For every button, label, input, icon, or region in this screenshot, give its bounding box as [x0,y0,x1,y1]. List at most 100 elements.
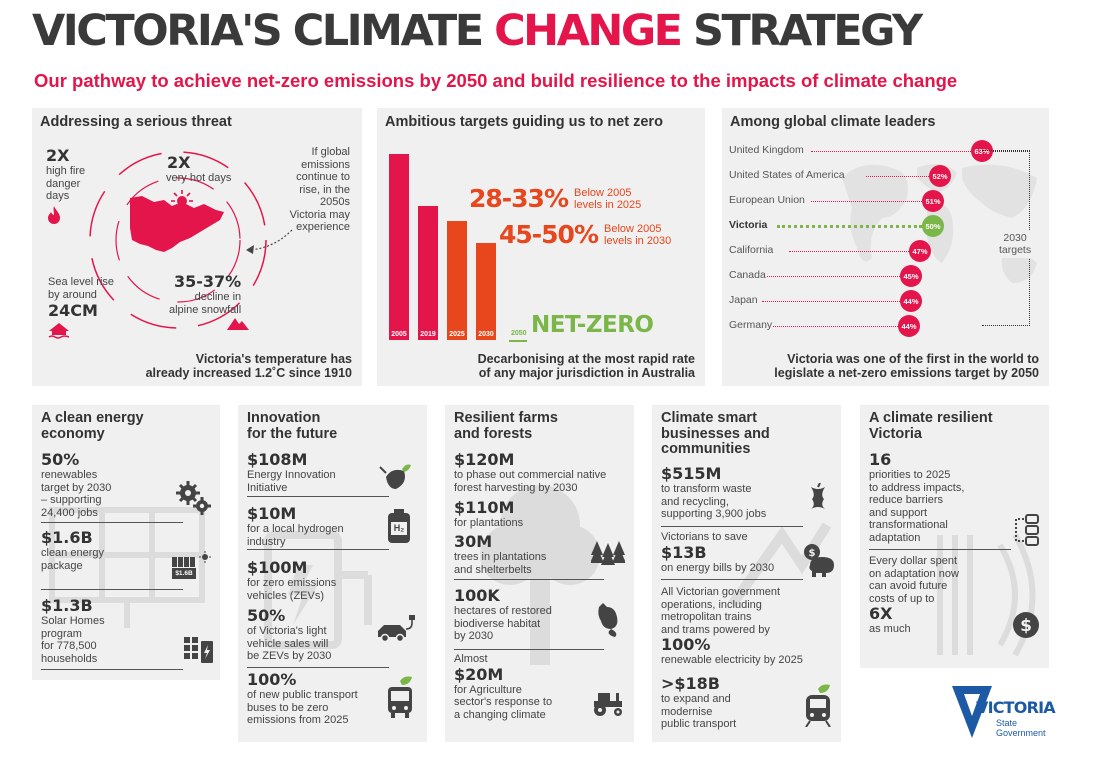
energy-divider-3 [41,669,183,670]
resilient-value-1: 16 [869,450,892,469]
innovation-text-3-2: vehicles (ZEVs) [247,589,325,602]
logo-line-2: Government [996,728,1046,738]
innovation-item-zev: $100M for zero emissions vehicles (ZEVs) [247,559,336,602]
farms-text-4-2: biodiverse habitat [454,617,541,630]
context-text: If global emissions continue to rise, in… [290,146,350,234]
target-2025-text-1: Below 2005 [574,186,632,199]
leaders-panel: Among global climate leaders United King… [722,108,1049,386]
innovation-item-buses: 100% of new public transport buses to be… [247,671,358,727]
business-title-1: Climate smart [661,410,757,426]
battery-icon [184,637,213,663]
energy-value-1: 50% [41,450,80,469]
farms-value-2: $110M [454,498,515,517]
business-panel: Climate smart businesses and communities $… [652,405,841,742]
svg-text:$: $ [809,548,816,559]
tractor-icon [594,693,622,716]
farms-text-5-3: a changing climate [454,708,546,721]
logo-line-1: State [996,718,1018,728]
farms-item-plantations: $110M for plantations [454,499,523,530]
target-bubble: 45% [900,265,922,287]
target-2030: 45-50% Below 2005 levels in 2030 [499,220,671,249]
snow-text-2: alpine snowfall [169,303,242,316]
snow-value: 35-37% [173,272,242,291]
leader-line [811,201,922,202]
innovation-text-5-1: of new public transport [247,689,358,701]
farms-value-5: $20M [454,664,504,684]
innovation-title-1: Innovation [247,410,321,426]
resilient-prefix-2-1: Every dollar spent [869,555,958,567]
sea-text-1: Sea level rise [48,276,115,288]
resilient-title-2: Victoria [869,425,922,442]
innovation-text-5-2: buses to be zero [247,701,329,714]
leaders-footer-2: legislate a net-zero emissions target by… [774,366,1039,380]
target-bubble: 52% [929,165,951,187]
farms-text-4-3: by 2030 [454,630,494,642]
energy-panel: A clean energy economy 50% renewables tar… [32,405,220,680]
energy-divider-1 [41,522,183,523]
innovation-text-1-1: Energy Innovation [247,469,336,481]
farms-divider-2 [454,649,604,650]
energy-text-3-2: program [41,627,82,640]
target-bubble: 44% [900,290,922,312]
resilient-prefix-2-2: on adaptation now [869,567,959,580]
innovation-title: Innovation for the future [247,410,337,442]
farms-divider-1 [454,579,604,580]
target-bubble: 51% [922,190,944,212]
threat-footer-1: Victoria's temperature has [195,352,352,366]
energy-text-1-1: renewables [41,469,98,481]
bar-2030: 2030 [476,243,496,340]
energy-value-3: $1.3B [41,596,93,615]
snow-stat: 35-37% decline in alpine snowfall [169,272,241,316]
hot-text: very hot days [166,172,232,184]
apple-core-icon [811,483,825,509]
hot-value: 2X [167,153,191,172]
farms-title-1: Resilient farms [454,410,558,426]
energy-text-3-4: households [41,652,98,665]
target-2030-text: Below 2005 levels in 2030 [604,223,671,247]
context-line-5: 2050s [320,196,350,208]
farms-text-4-1: hectares of restored [454,605,552,617]
hydrogen-tank-icon: H₂ [388,509,410,543]
context-line-6: Victoria may [289,208,350,221]
business-text-2-1: on energy bills by 2030 [661,561,775,574]
context-line-3: continue to [296,171,350,183]
victoria-map-graphic [89,151,267,329]
resilient-title-1: A climate resilient [869,410,993,426]
innovation-divider-3 [247,667,389,668]
business-value-4: >$18B [661,674,720,693]
target-2025-text-2: levels in 2025 [574,198,642,211]
solar-badge-icon: $1.6B [172,557,198,581]
farms-text-3-1: trees in plantations [454,551,547,563]
sun-icon [171,190,193,212]
bar-label-2019: 2019 [420,331,436,338]
business-divider-1 [661,526,803,527]
energy-title-1: A clean energy [41,410,144,426]
target-bubble: 50% [922,215,944,237]
context-line-7: experience [296,221,350,233]
business-value-1: $515M [661,464,722,483]
resilient-prefix-2-3: can avoid future [869,580,948,592]
energy-item-package: $1.6B clean energy package [41,529,104,572]
innovation-divider-2 [247,549,389,550]
business-text-1-2: and recycling, [661,495,729,508]
innovation-item-energy: $108M Energy Innovation Initiative [247,451,336,494]
business-prefix-2: Victorians to save [661,531,748,543]
targets-footer: Decarbonising at the most rapid rate of … [478,352,695,380]
leaders-footer: Victoria was one of the first in the wor… [774,352,1039,380]
gears-icon [176,481,211,515]
innovation-text-2-2: industry [247,535,286,548]
business-text-3-1: renewable electricity by 2025 [661,654,803,666]
farms-prefix-5: Almost [454,653,488,665]
context-line-2: emissions [301,158,350,171]
target-2025-text: Below 2005 levels in 2025 [574,187,641,211]
fire-text-2: danger [46,177,81,190]
business-value-3: 100% [661,635,711,654]
country-name: Canada [729,269,766,281]
farms-text-2-1: for plantations [454,517,524,529]
energy-item-renewables: 50% renewables target by 2030 – supporti… [41,451,111,519]
energy-text-1-3: – supporting [41,494,102,506]
resilient-text-1-3: reduce barriers [869,494,943,506]
business-text-1-3: supporting 3,900 jobs [661,508,767,520]
business-item-renewable: All Victorian government operations, inc… [661,586,803,667]
innovation-value-1: $108M [247,450,308,469]
